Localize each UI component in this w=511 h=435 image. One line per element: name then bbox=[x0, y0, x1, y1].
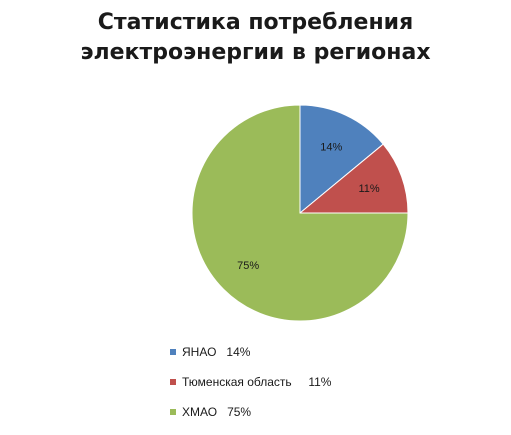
legend-item-yanao: ЯНАО 14% bbox=[170, 344, 331, 360]
chart-title-line-1: Статистика потребления bbox=[97, 10, 414, 35]
legend-item-tyumen: Тюменская область 11% bbox=[170, 374, 331, 390]
chart-legend: ЯНАО 14% Тюменская область 11% ХМАО 75% bbox=[170, 344, 331, 434]
legend-swatch-hmao bbox=[170, 409, 176, 415]
legend-item-hmao: ХМАО 75% bbox=[170, 404, 331, 420]
legend-swatch-yanao bbox=[170, 349, 176, 355]
data-label-hmao: 75% bbox=[237, 260, 259, 272]
data-label-yanao: 14% bbox=[320, 142, 342, 154]
chart-title: Статистика потребления электроэнергии в … bbox=[0, 8, 511, 68]
pie-slice-yanao bbox=[299, 104, 384, 215]
data-label-tyumen: 11% bbox=[358, 183, 379, 195]
legend-label-hmao: ХМАО 75% bbox=[182, 405, 252, 419]
pie-slice-tyumen bbox=[298, 143, 409, 214]
legend-label-tyumen: Тюменская область 11% bbox=[182, 375, 332, 389]
legend-swatch-tyumen bbox=[170, 379, 176, 385]
pie-slice-hmao bbox=[191, 104, 409, 322]
pie-slices bbox=[191, 104, 409, 322]
pie-data-labels: 14% 11% 75% bbox=[237, 142, 380, 272]
legend-label-yanao: ЯНАО 14% bbox=[182, 345, 251, 359]
chart-title-line-2: электроэнергии в регионах bbox=[80, 40, 431, 65]
